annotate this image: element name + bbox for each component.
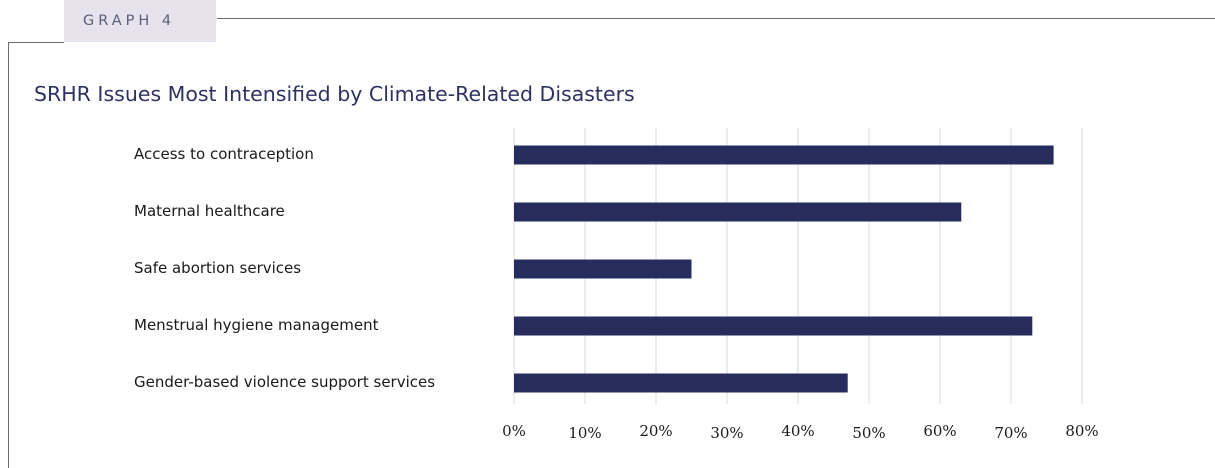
x-tick-label: 60% <box>923 422 956 440</box>
category-label: Access to contraception <box>134 145 314 163</box>
category-label: Menstrual hygiene management <box>134 316 379 334</box>
category-label: Safe abortion services <box>134 259 301 277</box>
frame-top-left-border <box>8 42 64 43</box>
x-tick-label: 30% <box>710 424 743 442</box>
x-tick-label: 50% <box>852 424 885 442</box>
category-label: Maternal healthcare <box>134 202 285 220</box>
bar <box>514 316 1033 336</box>
bar <box>514 202 962 222</box>
bar <box>514 373 848 393</box>
category-label: Gender-based violence support services <box>134 373 435 391</box>
bar <box>514 145 1054 165</box>
x-tick-label: 70% <box>994 424 1027 442</box>
graph-tag: GRAPH 4 <box>64 0 216 42</box>
x-tick-label: 20% <box>639 422 672 440</box>
frame-left-border <box>8 42 9 468</box>
x-tick-label: 10% <box>568 424 601 442</box>
x-tick-label: 40% <box>781 422 814 440</box>
frame-top-border <box>217 18 1215 19</box>
bar <box>514 259 692 279</box>
chart-title: SRHR Issues Most Intensified by Climate-… <box>34 82 635 106</box>
x-tick-label: 0% <box>502 422 526 440</box>
x-tick-label: 80% <box>1065 422 1098 440</box>
